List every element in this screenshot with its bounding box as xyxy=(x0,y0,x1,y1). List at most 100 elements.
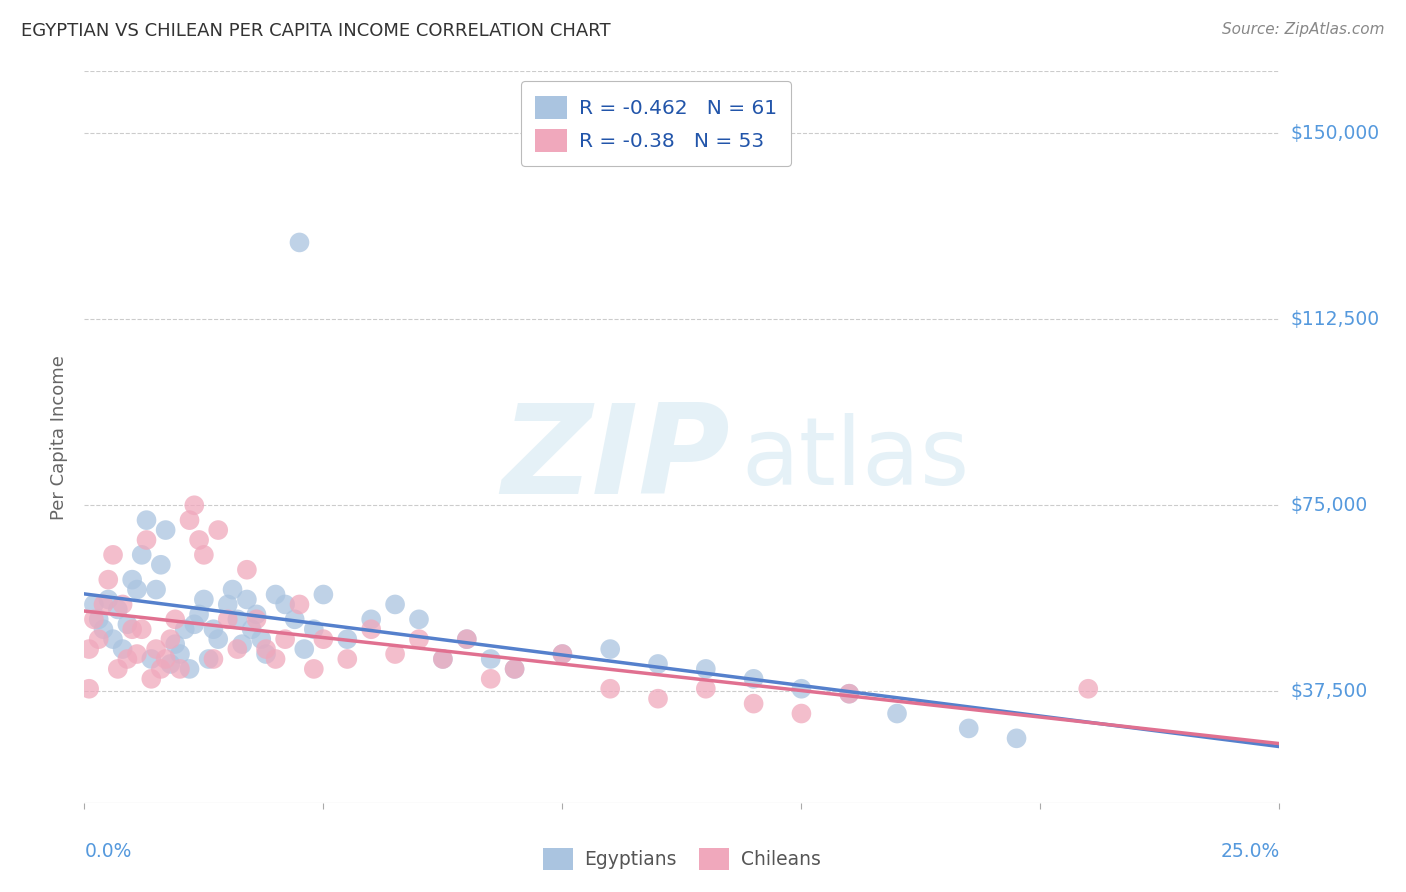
Point xyxy=(117,617,139,632)
Point xyxy=(149,558,172,572)
Point xyxy=(107,602,129,616)
Point xyxy=(93,622,115,636)
Point xyxy=(647,691,669,706)
Point xyxy=(274,598,297,612)
Point xyxy=(1005,731,1028,746)
Legend: Egyptians, Chileans: Egyptians, Chileans xyxy=(536,841,828,878)
Point xyxy=(336,652,359,666)
Point xyxy=(188,533,211,547)
Text: $112,500: $112,500 xyxy=(1291,310,1379,329)
Point xyxy=(1077,681,1099,696)
Point xyxy=(790,681,813,696)
Point xyxy=(93,598,115,612)
Point xyxy=(149,662,172,676)
Point xyxy=(155,652,177,666)
Point xyxy=(141,652,163,666)
Point xyxy=(121,622,143,636)
Point xyxy=(217,598,239,612)
Point xyxy=(240,622,263,636)
Point xyxy=(159,632,181,647)
Point xyxy=(145,582,167,597)
Point xyxy=(131,622,153,636)
Point xyxy=(264,588,287,602)
Point xyxy=(254,642,277,657)
Point xyxy=(165,612,187,626)
Point xyxy=(135,533,157,547)
Point xyxy=(312,588,335,602)
Text: 0.0%: 0.0% xyxy=(84,842,132,861)
Point xyxy=(111,598,134,612)
Point xyxy=(838,687,860,701)
Point xyxy=(957,722,980,736)
Point xyxy=(551,647,574,661)
Point xyxy=(384,647,406,661)
Point xyxy=(141,672,163,686)
Point xyxy=(87,612,110,626)
Point xyxy=(479,672,502,686)
Point xyxy=(599,642,621,657)
Point xyxy=(87,632,110,647)
Text: $75,000: $75,000 xyxy=(1291,496,1368,515)
Point xyxy=(83,612,105,626)
Text: 25.0%: 25.0% xyxy=(1220,842,1279,861)
Point xyxy=(159,657,181,671)
Point xyxy=(360,622,382,636)
Point xyxy=(202,652,225,666)
Point xyxy=(742,672,765,686)
Point xyxy=(647,657,669,671)
Point xyxy=(274,632,297,647)
Point xyxy=(188,607,211,622)
Point xyxy=(207,632,229,647)
Point xyxy=(236,563,259,577)
Point xyxy=(284,612,307,626)
Point xyxy=(302,662,325,676)
Point xyxy=(101,632,124,647)
Point xyxy=(226,612,249,626)
Point xyxy=(250,632,273,647)
Point xyxy=(336,632,359,647)
Point xyxy=(165,637,187,651)
Point xyxy=(145,642,167,657)
Point xyxy=(503,662,526,676)
Point xyxy=(83,598,105,612)
Point xyxy=(183,498,205,512)
Text: atlas: atlas xyxy=(742,413,970,505)
Point xyxy=(456,632,478,647)
Point xyxy=(245,607,267,622)
Point xyxy=(193,548,215,562)
Point xyxy=(135,513,157,527)
Point xyxy=(125,647,148,661)
Point xyxy=(599,681,621,696)
Point xyxy=(312,632,335,647)
Point xyxy=(432,652,454,666)
Point xyxy=(125,582,148,597)
Point xyxy=(179,513,201,527)
Point xyxy=(179,662,201,676)
Point xyxy=(360,612,382,626)
Point xyxy=(408,612,430,626)
Point xyxy=(117,652,139,666)
Point xyxy=(408,632,430,647)
Point xyxy=(111,642,134,657)
Point xyxy=(236,592,259,607)
Point xyxy=(886,706,908,721)
Point xyxy=(183,617,205,632)
Point xyxy=(207,523,229,537)
Point xyxy=(169,647,191,661)
Point xyxy=(221,582,243,597)
Point xyxy=(790,706,813,721)
Point xyxy=(101,548,124,562)
Point xyxy=(121,573,143,587)
Point xyxy=(432,652,454,666)
Point xyxy=(131,548,153,562)
Point xyxy=(202,622,225,636)
Point xyxy=(695,662,717,676)
Point xyxy=(97,573,120,587)
Point xyxy=(173,622,195,636)
Point xyxy=(742,697,765,711)
Point xyxy=(107,662,129,676)
Point xyxy=(231,637,253,651)
Point xyxy=(245,612,267,626)
Point xyxy=(264,652,287,666)
Point xyxy=(479,652,502,666)
